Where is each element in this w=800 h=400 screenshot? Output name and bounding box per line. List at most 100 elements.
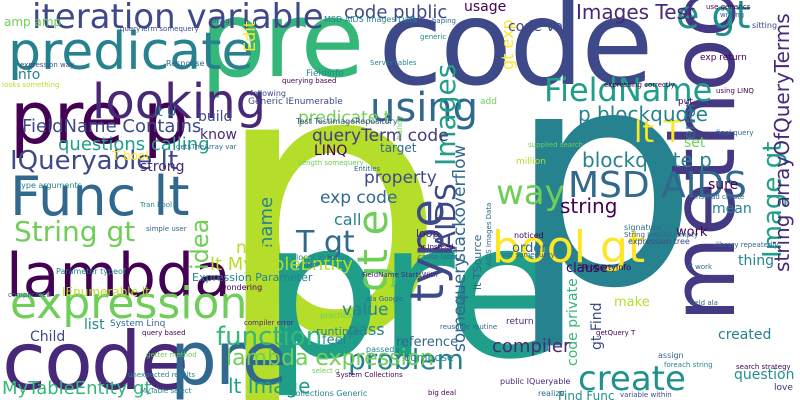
word-expression: expression [10,278,248,329]
word-t-gt: T gt [296,225,355,260]
word-e-gt: e gt [676,0,751,37]
word-using: using [370,85,479,131]
word-p-right: p [508,5,698,354]
word-parameter-typeof: Parameter typeof [56,267,126,276]
word-pre-bottom: pre [262,182,562,400]
word-make: make [614,295,650,310]
word-generic-ienumerable: Generic IEnumerable [248,97,343,107]
word-public-iqueryable: public IQueryable [500,377,571,386]
word-expression-parameter: Expression Parameter [192,271,313,284]
word-signature: signature [624,223,662,232]
word-created: created [718,327,772,343]
word-function: function [216,322,323,352]
word-reusable-routine: reusable routine [440,323,498,331]
word-add: add [480,97,497,107]
word-getter-method: getter method [146,351,197,359]
word-func-lt: Func lt [10,165,190,228]
word-instead-create: instead create [694,193,745,201]
word-pre-left: pre [170,316,287,400]
word-sitting: sitting [752,21,778,30]
word-assign: assign [658,351,684,360]
word-select-q: select q [312,367,340,375]
word-edit-vertical: Edit [240,21,259,52]
word-code-var: code var [508,19,569,35]
word-build: build [198,109,233,125]
word-queryterm-somequery: queryTerm somequery [120,25,199,33]
word-deal: deal [304,261,319,269]
word-writing: writing [720,11,745,19]
word-field-ala: field ala [690,299,718,307]
word-set: set [684,135,706,151]
word-exp-return: exp return [700,53,747,63]
word-p-blockquote: p blockquote [578,102,708,126]
word-images-test: Images Test [576,0,695,24]
word-iteration-variable: iteration variable [32,0,324,37]
word-code-top: code [378,0,654,112]
word-feel: feel [322,333,347,348]
word-realize: realize [538,389,565,398]
word-response: Response [166,59,205,68]
word-expressing-correctly: expressing correctly [604,81,675,89]
word-order: order [512,241,547,256]
word-ienumerable-lt: IEnumerable lt [62,285,150,299]
word-amp-amp: amp amp [4,15,62,29]
word-tran-bool: Tran bool [140,201,173,209]
word-final-query: final query [716,129,754,137]
word-using-linq: using LINQ [716,87,754,95]
word-code-left: code [2,315,189,400]
word-collections-generic: Collections Generic [290,389,368,398]
word-compose: compose [404,351,454,364]
word-local-variable: local variable [296,253,350,262]
word-system-linq: System Linq [110,319,166,329]
word-expression-tree: expression tree [628,237,690,246]
word-getquery-t: getQuery T [596,329,636,337]
word-predicate-t: predicate t [298,108,391,128]
word-use-generics: use generics [706,3,751,11]
word-put: put [678,97,693,107]
word-question: question [734,367,795,383]
word-usage: usage [464,0,507,15]
word-simple-user: simple user [146,225,187,233]
word-mytable-select: MyTable select [140,387,192,395]
word-find-func: Find Func [558,389,615,400]
word-create: create [578,359,686,399]
word-looking: looking [92,74,267,130]
word-lt-tsource: lt TSource [471,234,484,290]
word-system-collections: System Collections [336,371,403,379]
word-generic: generic [420,33,447,41]
word-fieldname-contains: FieldName Contains [22,116,202,137]
word-msd-aids: MSD AIDS [568,165,747,206]
word-haping: haping [432,17,456,25]
word-child: Child [30,329,66,345]
word-practice: practice [320,311,353,320]
word-string: string [560,194,618,218]
word-thing: thing [738,253,775,269]
word-call: call [334,210,362,229]
word-problem: problem [348,343,464,376]
word-handy: handy [395,115,404,140]
word-clause: clause [566,261,608,276]
word-type-arguments: type arguments [18,181,82,190]
word-msd-aids-images-data: MSD AIDS Images Data [324,15,418,24]
word-code-public: code public [344,2,448,23]
word-property: property [364,168,437,188]
word-loop: loop [416,227,440,240]
word-million: million [516,157,546,167]
word-lambda: lambda [6,241,231,311]
word-string-arrayofqueryterms-vertical: string arrayOfQueryTerms [770,13,794,272]
word-passed: passed [366,345,395,354]
word-pass: pass [348,320,385,339]
word-love: love [774,383,793,393]
word-return: return [506,317,534,327]
word-value: value [342,300,389,320]
word-search-strategy: search strategy [736,363,791,371]
word-now: now [236,238,272,258]
word-idea-vertical: idea [186,218,214,270]
word-c-work: C work [688,263,713,271]
word-gt-find-vertical: gt Find [589,302,605,350]
word-t-bool: T bool [112,149,149,163]
word-way: way [496,173,565,213]
word-aids-images-data: AIDS Images Data [485,202,493,266]
word-foreach-string: foreach string [664,361,713,369]
word-tables: tables [459,286,467,308]
